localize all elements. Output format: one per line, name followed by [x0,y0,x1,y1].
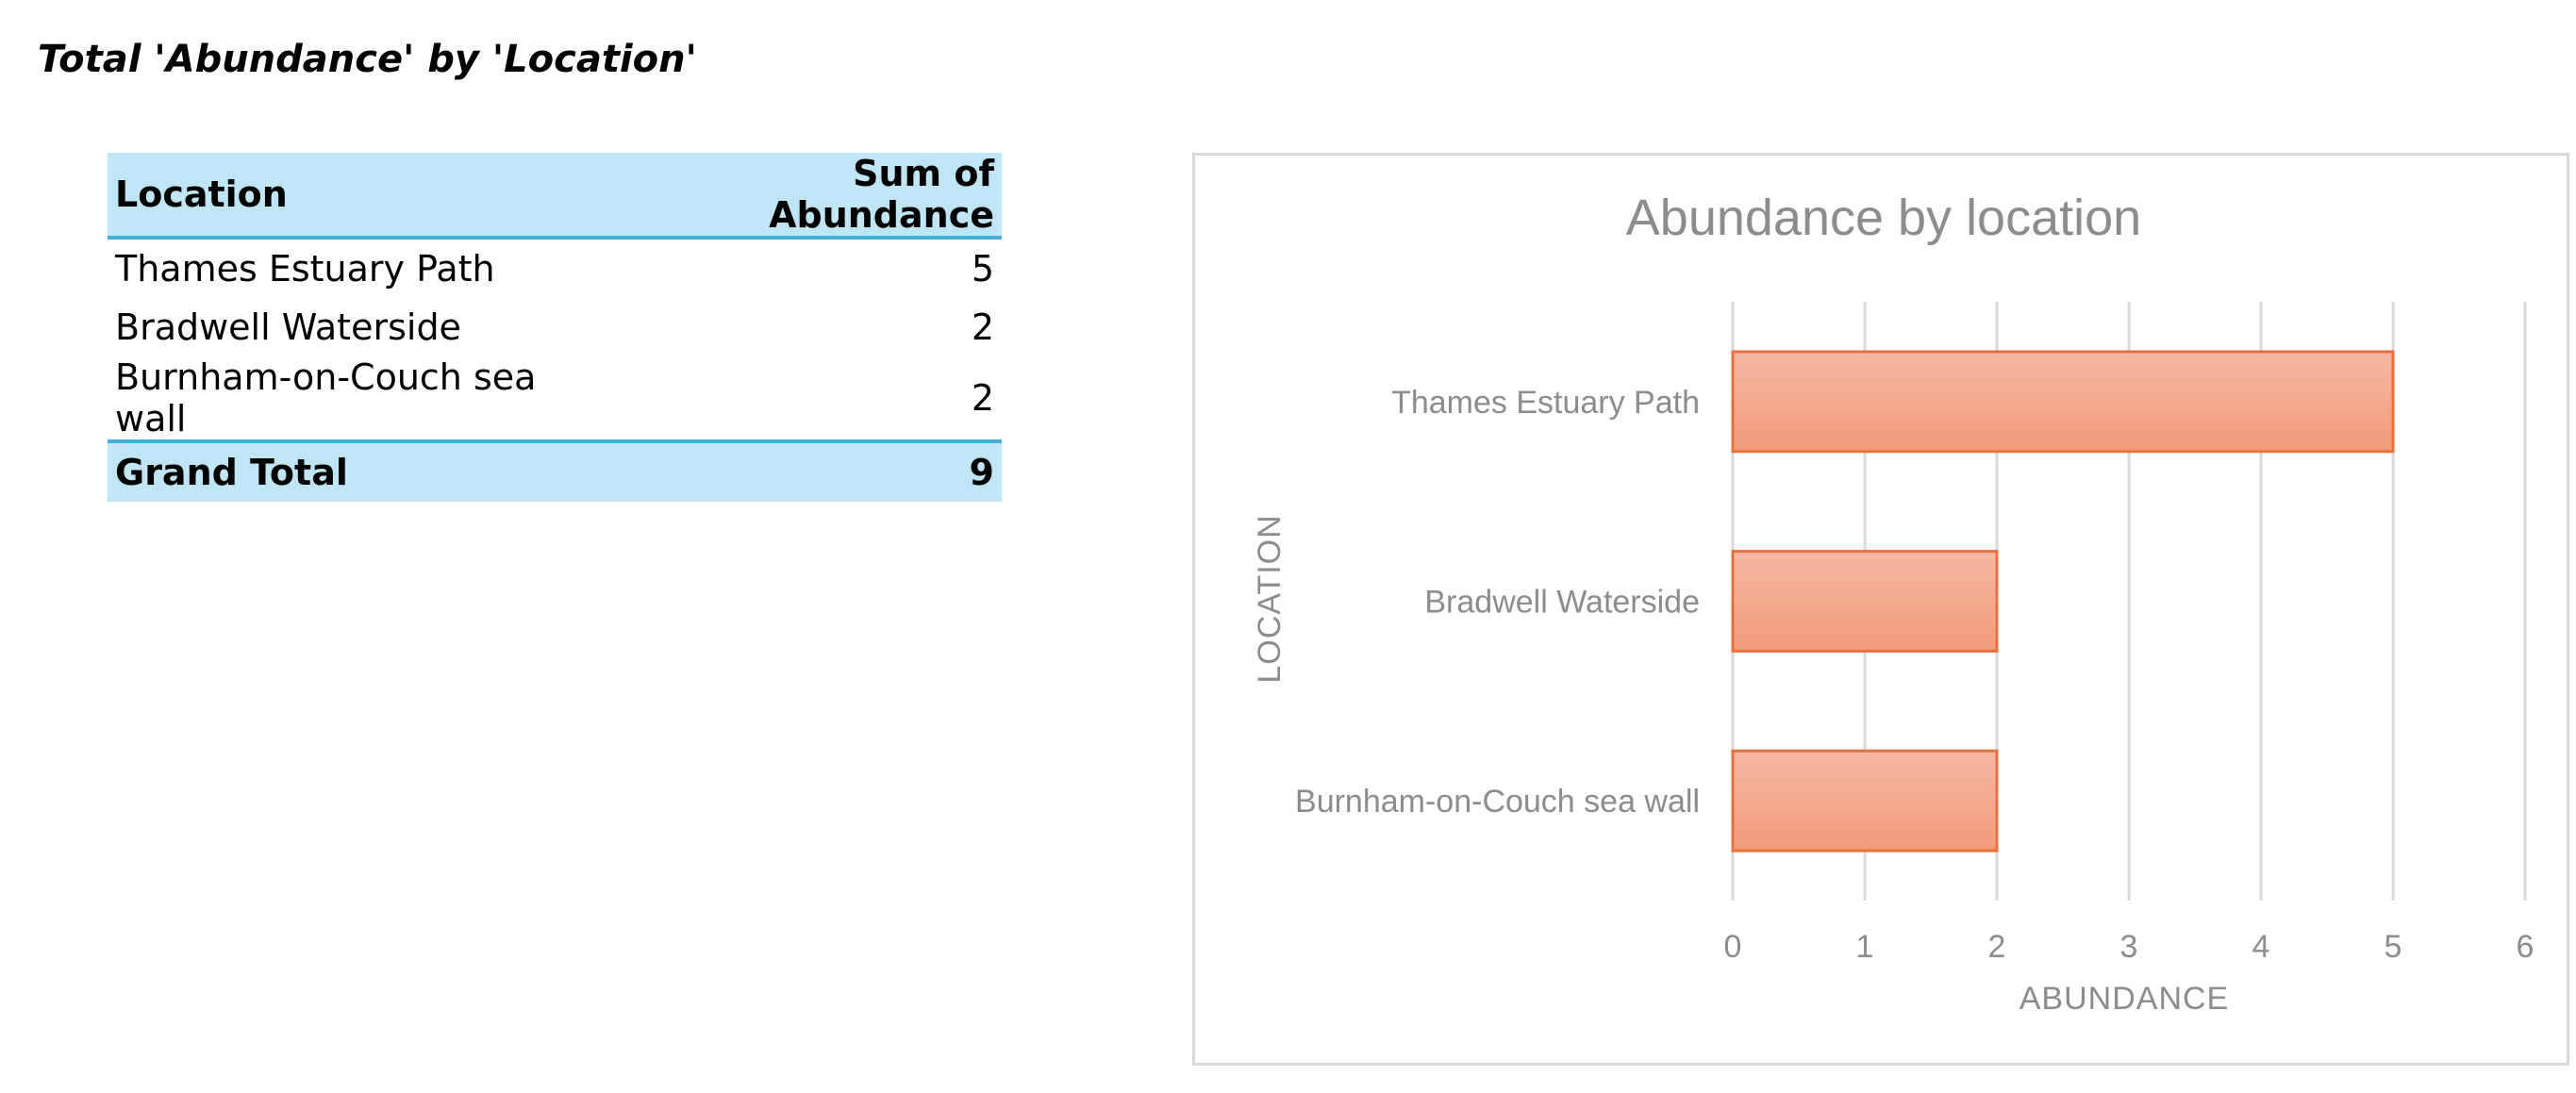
row-location: Bradwell Waterside [115,306,461,348]
x-tick-labels: 0 1 2 3 4 5 6 [1724,929,2534,965]
category-label: Thames Estuary Path [1391,385,1700,421]
row-sum: 5 [971,248,994,290]
row-sum: 2 [971,377,994,419]
x-tick-label: 3 [2120,929,2138,965]
row-location: Burnham-on-Couch sea wall [115,356,537,439]
table-row[interactable]: Bradwell Waterside 2 [108,298,1002,356]
sheet-heading: Total 'Abundance' by 'Location' [38,38,697,81]
row-sum: 2 [971,306,994,348]
bar-chart[interactable]: Abundance by location Thames Estuary Pat… [1192,153,2569,1066]
x-tick-label: 2 [1988,929,2006,965]
category-labels: Thames Estuary Path Bradwell Waterside Bur… [1295,385,1700,820]
row-location: Thames Estuary Path [115,248,495,290]
grand-total-row[interactable]: Grand Total 9 [108,439,1002,502]
x-tick-label: 5 [2385,929,2402,965]
pivot-header-row: Location Sum of Abundance [108,153,1002,240]
bar[interactable] [1731,350,2395,454]
x-tick-label: 0 [1724,929,1742,965]
bar[interactable] [1731,550,1999,653]
category-label: Bradwell Waterside [1424,585,1700,621]
bars [1731,350,2395,853]
bar[interactable] [1731,749,1999,853]
x-tick-label: 1 [1856,929,1874,965]
table-row[interactable]: Thames Estuary Path 5 [108,238,1002,298]
x-axis-title: ABUNDANCE [2019,981,2229,1017]
chart-title: Abundance by location [1626,190,2141,246]
category-label: Burnham-on-Couch sea wall [1295,784,1700,820]
x-tick-label: 4 [2252,929,2270,965]
column-header-location[interactable]: Location [108,153,614,240]
grand-total-label: Grand Total [108,439,614,502]
column-header-sum[interactable]: Sum of Abundance [613,153,1002,240]
table-row[interactable]: Burnham-on-Couch sea wall 2 [108,356,1002,441]
grand-total-sum: 9 [613,439,1002,502]
chart-canvas: Abundance by location Thames Estuary Pat… [1252,190,2534,1017]
x-tick-label: 6 [2517,929,2534,965]
pivot-table: Location Sum of Abundance Thames Estuary… [108,153,1002,502]
y-axis-title: LOCATION [1252,514,1288,683]
